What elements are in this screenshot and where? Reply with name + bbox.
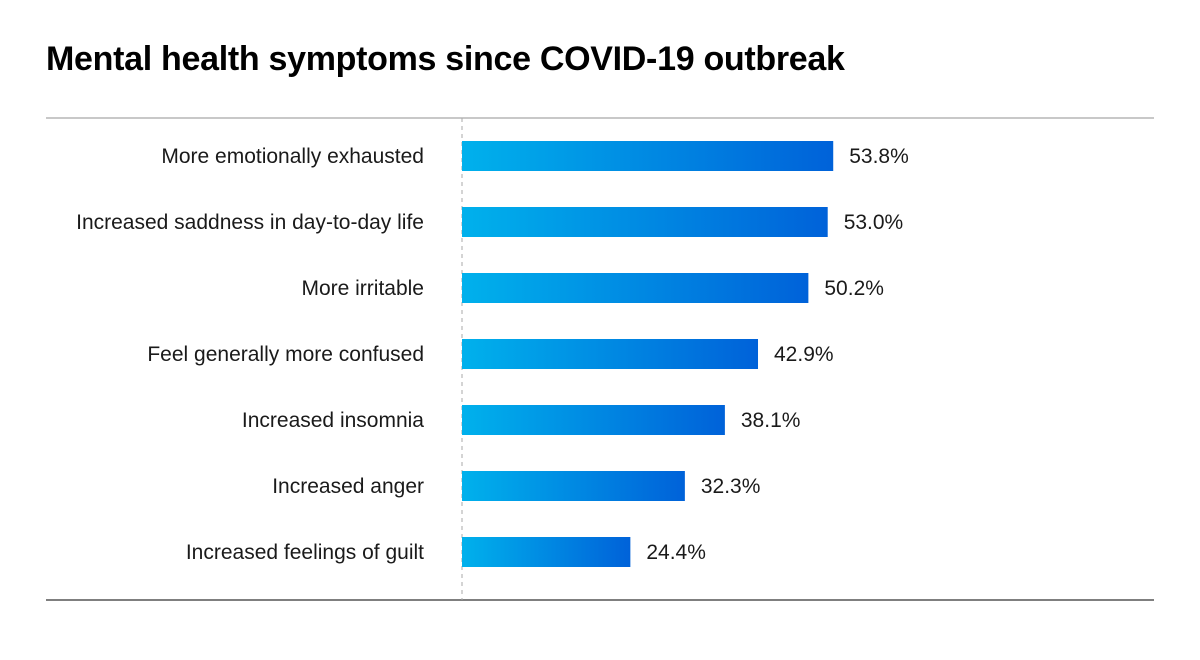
category-label-7: Increased feelings of guilt — [186, 541, 424, 564]
value-label-3: 50.2% — [824, 277, 884, 300]
value-label-2: 53.0% — [844, 211, 904, 234]
bar-4 — [462, 339, 759, 369]
category-label-5: Increased insomnia — [242, 409, 424, 432]
chart-title: Mental health symptoms since COVID-19 ou… — [46, 40, 845, 78]
bar-6 — [462, 471, 685, 501]
category-label-6: Increased anger — [272, 475, 424, 498]
value-label-4: 42.9% — [774, 343, 834, 366]
bar-3 — [462, 273, 809, 303]
bar-7 — [462, 537, 631, 567]
bar-2 — [462, 207, 828, 237]
value-label-7: 24.4% — [646, 541, 706, 564]
category-label-2: Increased saddness in day-to-day life — [76, 211, 424, 234]
bar-1 — [462, 141, 834, 171]
category-label-3: More irritable — [301, 277, 424, 300]
value-label-5: 38.1% — [741, 409, 801, 432]
bar-5 — [462, 405, 725, 435]
category-label-4: Feel generally more confused — [147, 343, 424, 366]
category-label-1: More emotionally exhausted — [161, 145, 424, 168]
value-label-6: 32.3% — [701, 475, 761, 498]
value-label-1: 53.8% — [849, 145, 909, 168]
bars-group: More emotionally exhausted 53.8% Increased… — [76, 141, 909, 567]
